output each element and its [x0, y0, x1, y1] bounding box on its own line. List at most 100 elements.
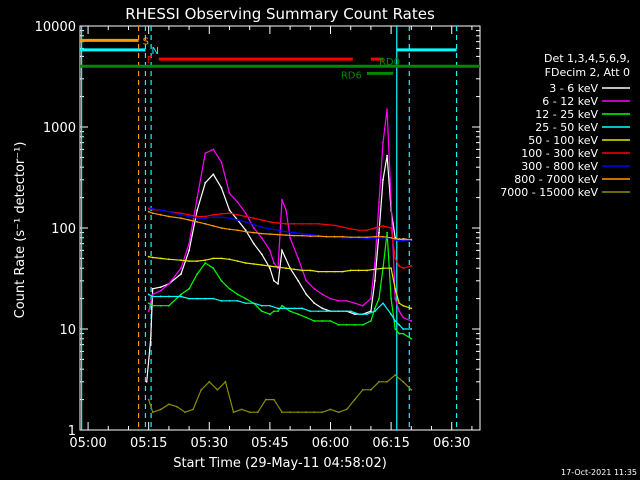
- series-7-point: [374, 237, 376, 240]
- series-8-point: [394, 237, 397, 240]
- series-6-point: [212, 213, 215, 216]
- series-9-point: [248, 411, 251, 414]
- series-4-point: [151, 295, 154, 298]
- series-5-point: [236, 260, 239, 263]
- series-2-point: [147, 310, 150, 313]
- series-7-point: [301, 232, 304, 235]
- series-7-point: [180, 213, 182, 216]
- series-3-point: [402, 332, 405, 335]
- series-8-point: [341, 235, 344, 238]
- series-5-point: [260, 264, 263, 266]
- series-3-point: [374, 307, 376, 310]
- legend-label-7: 300 - 800 keV: [521, 160, 598, 173]
- flag-label-rd0: RD0: [379, 57, 400, 68]
- series-line-1: [146, 155, 412, 382]
- series-1-point: [277, 282, 279, 285]
- x-tick-label: 06:00: [312, 436, 349, 451]
- series-7-point: [293, 231, 296, 234]
- series-1-point: [273, 279, 275, 282]
- series-4-point: [365, 313, 368, 316]
- plot-area: 1 10 100 1000 10000 05:00 05:15 05:30 05:45 06:00…: [35, 20, 481, 451]
- series-1-point: [374, 279, 376, 282]
- legend-header-line-2: FDecim 2, Att 0: [545, 66, 630, 79]
- series-2-point: [285, 209, 287, 212]
- series-5-point: [204, 259, 207, 262]
- series-8-point: [398, 237, 401, 240]
- series-7-point: [220, 216, 223, 219]
- series-4-point: [333, 310, 336, 313]
- series-2-point: [329, 297, 332, 300]
- series-9-point: [386, 380, 388, 383]
- legend-label-9: 7000 - 15000 keV: [500, 186, 598, 199]
- series-9-point: [378, 380, 380, 383]
- series-6-point: [309, 222, 312, 225]
- series-5-point: [180, 259, 182, 262]
- series-8-point: [151, 212, 154, 215]
- series-8-point: [147, 210, 150, 213]
- series-1-point: [378, 231, 380, 234]
- series-9-point: [402, 380, 405, 383]
- series-4-point: [349, 310, 352, 313]
- series-8-point: [196, 220, 199, 223]
- series-8-point: [277, 233, 279, 236]
- series-2-point: [345, 299, 348, 302]
- series-3-point: [151, 304, 154, 307]
- series-3-point: [394, 328, 397, 330]
- series-3-point: [337, 323, 340, 326]
- series-3-point: [289, 310, 292, 313]
- series-2-point: [180, 267, 182, 270]
- series-9-point: [264, 398, 267, 401]
- series-9-point: [240, 408, 243, 411]
- series-5-point: [293, 268, 296, 271]
- series-5-point: [212, 257, 215, 260]
- series-5-point: [333, 270, 336, 273]
- series-5-point: [398, 302, 401, 305]
- series-5-point: [365, 269, 368, 272]
- series-2-point: [220, 161, 223, 163]
- series-4-point: [220, 299, 223, 302]
- x-tick-label: 06:30: [433, 436, 470, 451]
- series-1-point: [260, 253, 263, 256]
- series-4-point: [317, 310, 320, 313]
- series-1-point: [382, 178, 384, 181]
- legend-label-6: 100 - 300 keV: [521, 147, 598, 160]
- series-8-point: [159, 213, 162, 216]
- series-6-point: [333, 224, 336, 227]
- series-1-point: [145, 380, 148, 383]
- series-5-point: [349, 269, 352, 272]
- series-4-point: [180, 295, 182, 298]
- series-9-point: [410, 388, 413, 391]
- series-1-point: [188, 249, 190, 252]
- series-2-point: [313, 287, 316, 290]
- series-4-point: [167, 295, 170, 298]
- series-2-point: [378, 201, 380, 204]
- series-2-point: [167, 282, 170, 285]
- series-6-point: [357, 229, 360, 232]
- series-1-point: [313, 302, 316, 305]
- series-6-point: [180, 212, 182, 215]
- series-9-point: [208, 380, 211, 383]
- series-8-point: [325, 235, 328, 238]
- series-6-point: [244, 215, 247, 218]
- series-5-point: [268, 265, 271, 267]
- series-3-point: [281, 304, 283, 307]
- series-6-point: [402, 267, 405, 270]
- series-9-point: [370, 388, 372, 391]
- series-3-point: [398, 332, 401, 335]
- series-5-point: [196, 260, 199, 263]
- series-6-point: [341, 226, 344, 229]
- x-tick-label: 05:00: [69, 436, 106, 451]
- series-5-point: [325, 270, 328, 273]
- series-6-point: [374, 227, 376, 229]
- series-7-point: [167, 210, 170, 213]
- x-axis-label: Start Time (29-May-11 04:58:02): [173, 456, 387, 471]
- series-2-point: [159, 289, 162, 292]
- series-2-point: [297, 257, 300, 260]
- series-5-point: [228, 258, 231, 261]
- x-tick-label: 05:15: [130, 436, 167, 451]
- series-6-point: [410, 265, 413, 267]
- series-3-point: [297, 313, 300, 316]
- series-8-point: [188, 219, 190, 221]
- series-1-point: [151, 287, 154, 290]
